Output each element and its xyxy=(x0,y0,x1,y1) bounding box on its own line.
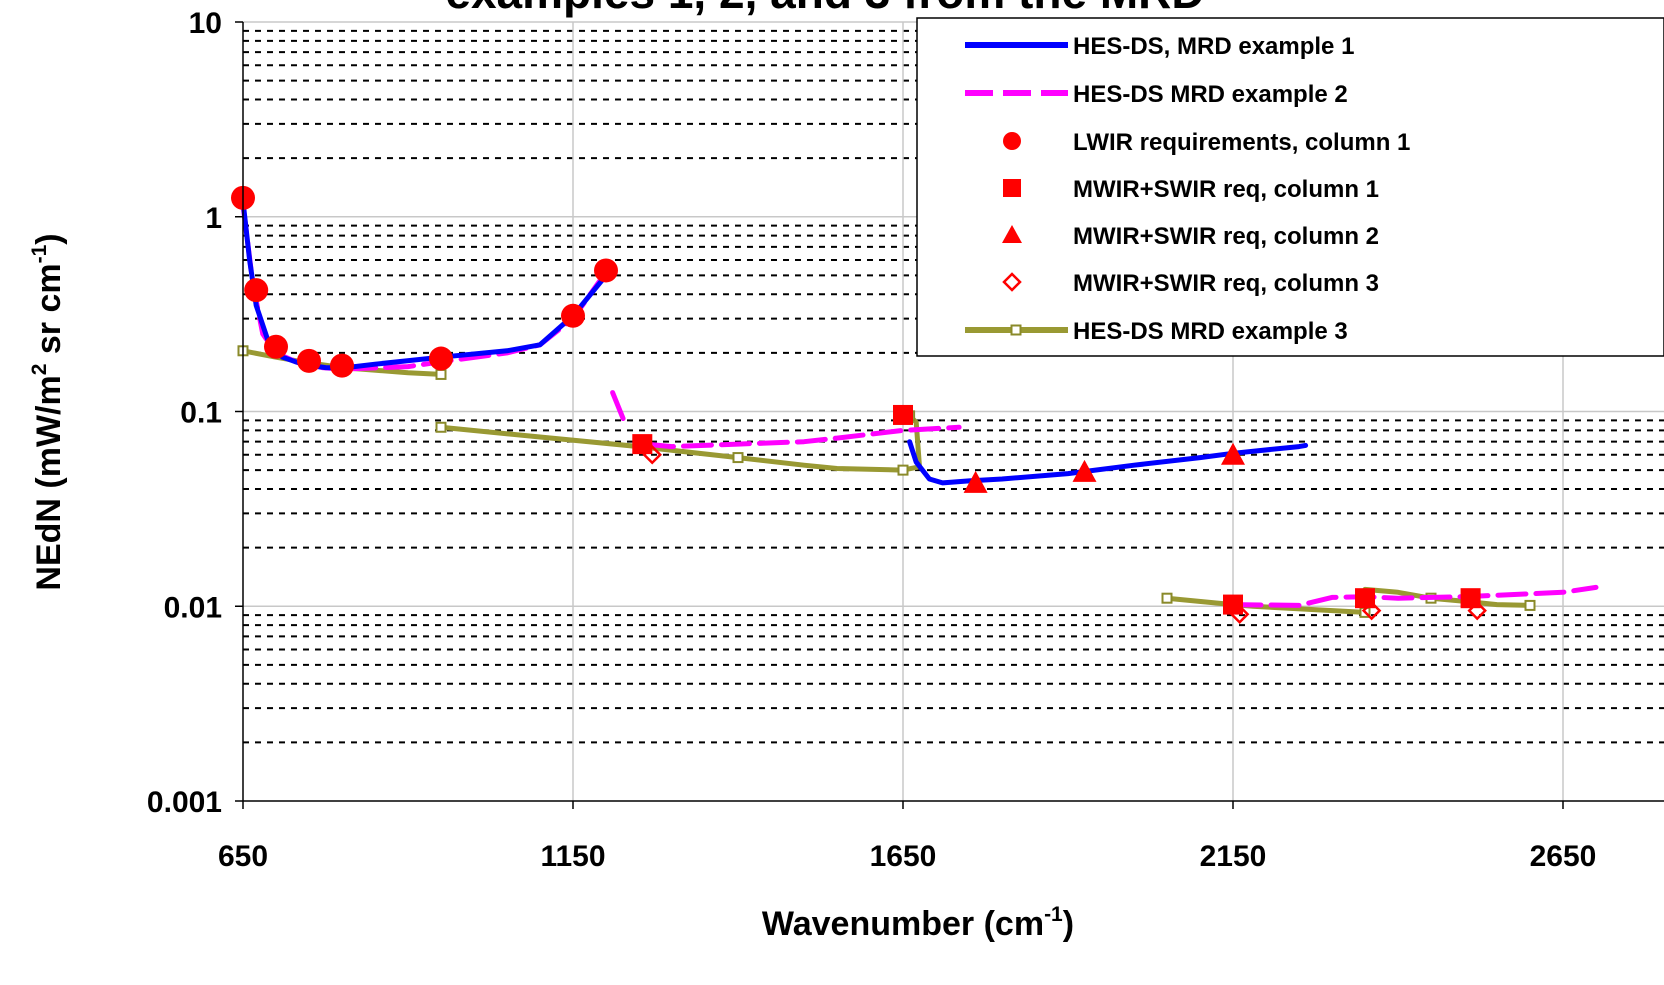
y-axis-label-superscript-2: -1 xyxy=(28,244,51,263)
y-tick-label: 0.01 xyxy=(164,591,222,624)
data-point-small-square xyxy=(435,368,447,380)
x-axis-label-main: Wavenumber (cm xyxy=(762,905,1044,943)
data-point-small-square xyxy=(1524,599,1536,611)
axes xyxy=(235,21,1664,809)
y-axis-label-main: NEdN (mW/m xyxy=(30,375,68,590)
data-point-circle xyxy=(244,278,269,303)
data-point-square xyxy=(1223,594,1243,615)
series-3 xyxy=(231,185,618,378)
legend-label: HES-DS MRD example 2 xyxy=(1073,81,1348,108)
data-point-triangle xyxy=(963,470,988,493)
data-point-square xyxy=(632,434,653,455)
x-tick-label: 1650 xyxy=(870,840,937,873)
series-line xyxy=(240,202,609,372)
legend-label: HES-DS, MRD example 1 xyxy=(1073,33,1354,60)
data-point-small-square xyxy=(732,452,744,464)
series-7 xyxy=(237,345,1536,618)
series-line xyxy=(643,424,962,450)
data-point-square xyxy=(1355,588,1375,609)
legend-item: HES-DS MRD example 2 xyxy=(965,81,1348,108)
y-tick-label: 10 xyxy=(189,7,222,40)
plot-area xyxy=(231,185,1599,624)
legend: HES-DS, MRD example 1 HES-DS MRD example … xyxy=(916,17,1664,357)
data-point-circle xyxy=(594,258,618,283)
legend-diamond-marker xyxy=(1002,272,1022,292)
series-line xyxy=(438,413,922,473)
data-point-small-square xyxy=(897,464,909,476)
y-tick-label: 1 xyxy=(205,202,222,235)
data-point-triangle xyxy=(1072,459,1097,482)
data-point-small-square xyxy=(435,421,447,433)
legend-item: MWIR+SWIR req, column 1 xyxy=(1003,176,1379,203)
series-5 xyxy=(963,442,1245,493)
x-tick-label: 2650 xyxy=(1530,840,1597,873)
data-point-circle xyxy=(264,334,288,359)
data-point-circle xyxy=(330,353,354,378)
legend-item: HES-DS MRD example 3 xyxy=(965,318,1348,345)
legend-label: MWIR+SWIR req, column 1 xyxy=(1073,176,1379,203)
data-point-circle xyxy=(561,303,585,328)
legend-item: MWIR+SWIR req, column 3 xyxy=(1002,270,1379,297)
data-point-small-square xyxy=(1161,592,1173,604)
series-line xyxy=(610,390,629,428)
legend-triangle-marker xyxy=(1002,225,1022,243)
legend-item: HES-DS, MRD example 1 xyxy=(965,33,1354,60)
data-point-triangle xyxy=(1221,442,1245,465)
legend-label: LWIR requirements, column 1 xyxy=(1073,129,1410,156)
y-tick-label: 0.001 xyxy=(147,786,222,819)
y-axis-label-tail: ) xyxy=(30,233,68,244)
x-axis-label-tail: ) xyxy=(1063,905,1074,943)
legend-item: LWIR requirements, column 1 xyxy=(1003,129,1410,156)
x-axis-label: Wavenumber (cm-1) xyxy=(762,903,1074,943)
x-axis-label-superscript: -1 xyxy=(1044,903,1063,926)
series-line xyxy=(907,439,1309,486)
data-point-circle xyxy=(429,346,453,371)
legend-box xyxy=(916,17,1664,357)
y-axis-label-superscript-1: 2 xyxy=(28,364,51,376)
legend-square-marker xyxy=(1003,179,1021,197)
legend-label: HES-DS MRD example 3 xyxy=(1073,318,1348,345)
x-tick-label: 1150 xyxy=(540,840,605,873)
data-point-circle xyxy=(297,348,321,373)
y-axis-label: NEdN (mW/m2 sr cm-1) xyxy=(28,233,68,590)
legend-item: MWIR+SWIR req, column 2 xyxy=(1002,223,1379,250)
data-point-small-square xyxy=(1010,324,1022,336)
legend-label: MWIR+SWIR req, column 3 xyxy=(1073,270,1379,297)
series-line xyxy=(1230,584,1599,608)
tick-labels: 650 1150 1650 2150 2650 0.001 0.01 0.1 1 10 xyxy=(147,7,1596,873)
x-tick-label: 2150 xyxy=(1200,840,1267,873)
chart-title: examples 1, 2, and 3 from the MRD xyxy=(445,0,1204,18)
y-axis-label-mid: sr cm xyxy=(30,263,68,363)
legend-label: MWIR+SWIR req, column 2 xyxy=(1073,223,1379,250)
series-4 xyxy=(632,404,1481,615)
x-tick-label: 650 xyxy=(218,840,268,873)
y-tick-label: 0.1 xyxy=(180,397,222,430)
legend-circle-marker xyxy=(1003,132,1021,150)
data-point-square xyxy=(1460,588,1481,609)
data-point-square xyxy=(893,404,913,425)
